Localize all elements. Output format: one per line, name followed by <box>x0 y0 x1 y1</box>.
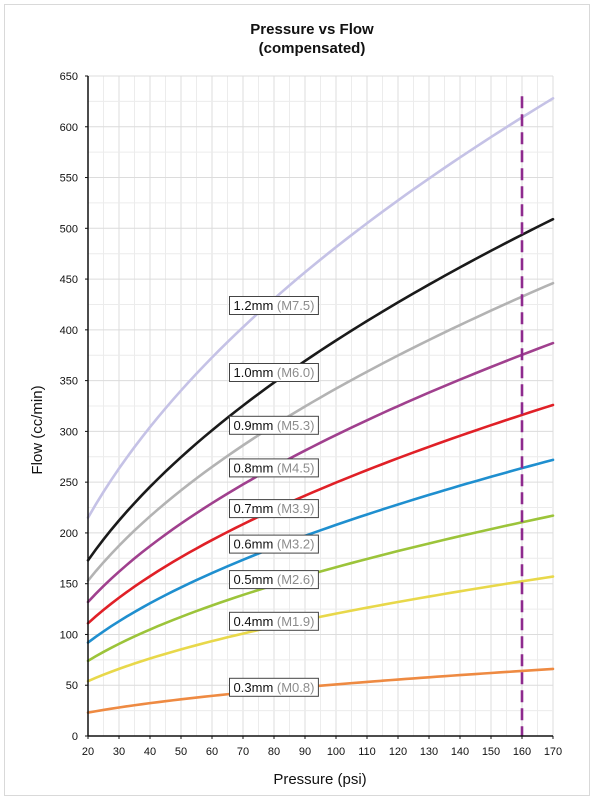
series-label: 0.3mm (M0.8) <box>229 677 319 697</box>
y-tick-label: 550 <box>60 173 78 185</box>
series-label-box <box>229 363 319 382</box>
series-label-text: 0.3mm (M0.8) <box>234 680 315 695</box>
series-label-name: 0.6mm <box>234 537 277 552</box>
y-tick-label: 500 <box>60 223 78 235</box>
series-label-code: (M6.0) <box>277 365 315 380</box>
chart-frame <box>4 4 590 796</box>
series-line <box>86 281 555 582</box>
series-label-code: (M3.2) <box>277 537 315 552</box>
series-label: 0.9mm (M5.3) <box>229 415 319 435</box>
x-tick-label: 90 <box>299 746 311 758</box>
series-line <box>86 514 555 663</box>
x-tick-label: 140 <box>451 746 469 758</box>
tick-labels: 20 30 40 50 60 70 80 90 100 110 120 130 140 150 160 170… <box>60 71 563 758</box>
x-tick-label: 50 <box>175 746 187 758</box>
x-tick-label: 20 <box>82 746 94 758</box>
series-label-code: (M5.3) <box>277 418 315 433</box>
x-tick-label: 170 <box>544 746 562 758</box>
series-label-name: 0.3mm <box>234 680 277 695</box>
chart-title: Pressure vs Flow <box>250 21 374 38</box>
series-label-box <box>229 296 319 315</box>
series-label: 0.6mm (M3.2) <box>229 534 319 554</box>
series-line <box>86 97 555 519</box>
series-label-name: 0.9mm <box>234 418 277 433</box>
series-label-code: (M4.5) <box>277 460 315 475</box>
series-label-box <box>229 458 319 478</box>
series-label: 0.4mm (M1.9) <box>229 611 319 631</box>
series-label-box <box>229 611 319 631</box>
y-tick-label: 100 <box>60 629 78 641</box>
y-tick-label: 150 <box>60 579 78 591</box>
series-label: 1.0mm (M6.0) <box>229 363 319 382</box>
y-tick-label: 300 <box>60 426 78 438</box>
series-label-code: (M0.8) <box>277 680 315 695</box>
y-tick-label: 350 <box>60 376 78 388</box>
series-label-code: (M7.5) <box>277 298 315 313</box>
axes <box>85 75 554 739</box>
series-label-text: 0.6mm (M3.2) <box>234 537 315 552</box>
series-line <box>86 403 555 625</box>
series-label-text: 0.7mm (M3.9) <box>234 501 315 516</box>
series-label-name: 1.0mm <box>234 365 277 380</box>
series-label-name: 0.8mm <box>234 460 277 475</box>
series-labels: 1.2mm (M7.5) 1.0mm (M6.0) 0.9mm (M5.3) 0.8m… <box>229 296 319 697</box>
x-tick-label: 30 <box>113 746 125 758</box>
series-label-name: 0.4mm <box>234 614 277 629</box>
y-tick-label: 200 <box>60 528 78 540</box>
series-label-box <box>229 415 319 435</box>
y-tick-label: 0 <box>72 731 78 743</box>
series-label-text: 1.2mm (M7.5) <box>234 298 315 313</box>
series-line <box>86 217 555 562</box>
x-tick-label: 60 <box>206 746 218 758</box>
x-axis-label: Pressure (psi) <box>273 771 366 788</box>
series-label-name: 1.2mm <box>234 298 277 313</box>
series-label: 0.8mm (M4.5) <box>229 458 319 478</box>
y-tick-label: 400 <box>60 325 78 337</box>
chart-subtitle: (compensated) <box>259 40 366 57</box>
grid <box>87 75 554 737</box>
x-tick-label: 150 <box>482 746 500 758</box>
series-label-code: (M2.6) <box>277 572 315 587</box>
y-tick-label: 50 <box>66 680 78 692</box>
x-tick-label: 160 <box>513 746 531 758</box>
series-label-box <box>229 677 319 697</box>
series-label-text: 0.8mm (M4.5) <box>234 460 315 475</box>
y-axis-label: Flow (cc/min) <box>29 385 46 474</box>
series-label: 1.2mm (M7.5) <box>229 296 319 315</box>
x-tick-label: 110 <box>358 746 376 758</box>
series-label-text: 0.9mm (M5.3) <box>234 418 315 433</box>
y-tick-label: 600 <box>60 122 78 134</box>
series-label-code: (M1.9) <box>277 614 315 629</box>
x-tick-label: 80 <box>268 746 280 758</box>
y-tick-label: 650 <box>60 71 78 83</box>
series-label-code: (M3.9) <box>277 501 315 516</box>
y-tick-label: 450 <box>60 274 78 286</box>
x-tick-label: 100 <box>327 746 345 758</box>
series-label: 0.5mm (M2.6) <box>229 570 319 590</box>
series-label-name: 0.7mm <box>234 501 277 516</box>
x-tick-label: 70 <box>237 746 249 758</box>
x-tick-label: 130 <box>420 746 438 758</box>
series-line <box>86 667 555 714</box>
x-tick-label: 40 <box>144 746 156 758</box>
series-label-text: 0.4mm (M1.9) <box>234 614 315 629</box>
series-label-name: 0.5mm <box>234 572 277 587</box>
series-line <box>86 575 555 683</box>
series-label: 0.7mm (M3.9) <box>229 499 319 519</box>
series-label-box <box>229 534 319 554</box>
series-label-box <box>229 570 319 590</box>
y-tick-label: 250 <box>60 477 78 489</box>
x-tick-label: 120 <box>389 746 407 758</box>
series-label-text: 0.5mm (M2.6) <box>234 572 315 587</box>
series-label-box <box>229 499 319 519</box>
series-line <box>86 458 555 644</box>
series-line <box>86 341 555 604</box>
series-layer <box>86 97 555 714</box>
series-label-text: 1.0mm (M6.0) <box>234 365 315 380</box>
